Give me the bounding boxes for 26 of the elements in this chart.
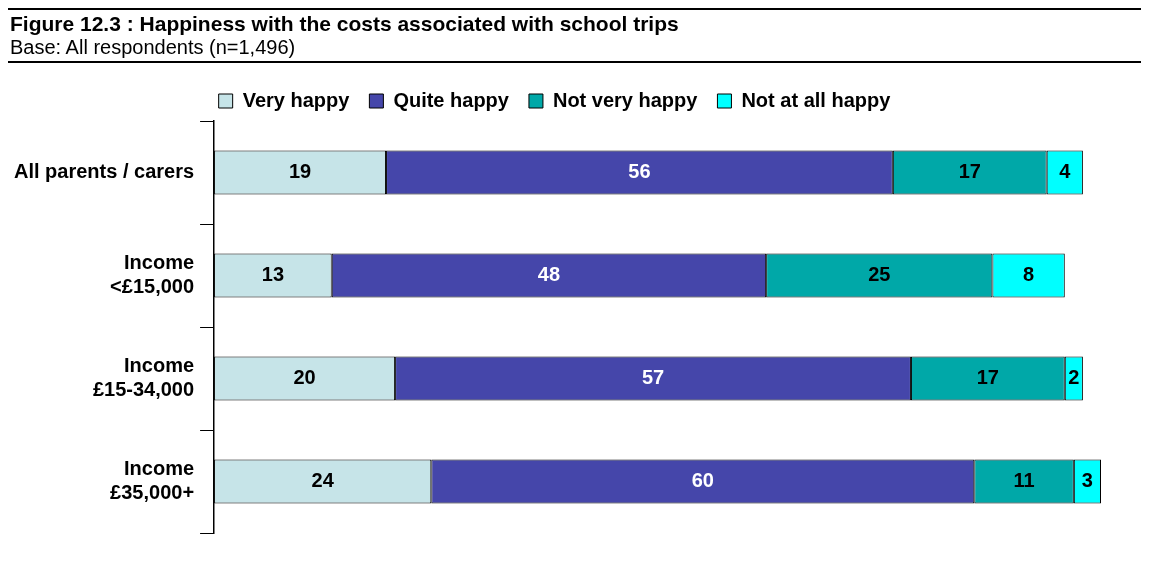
data-label: 11 (1013, 469, 1035, 492)
data-label: 17 (976, 366, 999, 389)
data-label: 60 (691, 469, 714, 492)
y-tick-label: Income <£15,000 (110, 251, 195, 298)
data-label: 4 (1059, 160, 1072, 183)
data-label: 17 (958, 160, 981, 183)
y-tick-label: Income £35,000+ (110, 457, 195, 504)
data-label: 56 (628, 160, 651, 183)
data-label: 3 (1081, 469, 1093, 492)
y-tick-label: All parents / carers (13, 160, 195, 183)
legend-label: Quite happy (393, 88, 510, 111)
legend-label: Not very happy (552, 88, 699, 111)
data-label: 24 (311, 469, 335, 492)
data-label: 25 (868, 263, 891, 286)
data-label: 20 (293, 366, 316, 389)
data-label: 48 (537, 263, 561, 286)
legend-label: Not at all happy (741, 88, 892, 111)
data-label: 19 (288, 160, 312, 183)
data-label: 13 (261, 263, 285, 286)
data-label: 57 (641, 366, 665, 389)
legend-label: Very happy (242, 88, 351, 111)
chart-title: Figure 12.3 : Happiness with the costs associated with school trips (10, 12, 680, 36)
y-tick-label: Income £15-34,000 (92, 354, 195, 401)
chart-subtitle: Base: All respondents (n=1,496) (10, 36, 297, 59)
data-label: 2 (1068, 366, 1080, 389)
data-label: 8 (1023, 263, 1035, 286)
